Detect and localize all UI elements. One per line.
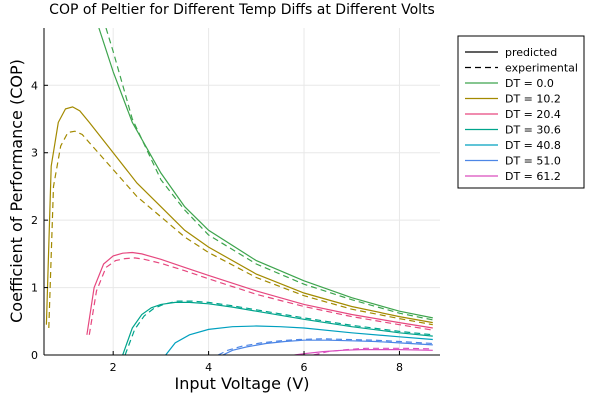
legend-label: DT = 61.2: [505, 170, 561, 183]
legend-label: experimental: [505, 62, 578, 75]
x-tick-label: 2: [110, 361, 117, 374]
y-tick-label: 1: [31, 282, 38, 295]
legend-label: DT = 0.0: [505, 77, 554, 90]
legend-label: DT = 30.6: [505, 124, 561, 137]
series-line-experimental: [124, 300, 433, 355]
legend-label: DT = 40.8: [505, 139, 561, 152]
series-line-predicted: [86, 251, 433, 335]
x-tick-label: 6: [301, 361, 308, 374]
legend-label: DT = 10.2: [505, 93, 561, 106]
chart-title: COP of Peltier for Different Temp Diffs …: [49, 2, 435, 18]
x-tick-label: 8: [396, 361, 403, 374]
legend-frame: [457, 35, 585, 189]
legend-label: DT = 51.0: [505, 155, 561, 168]
x-tick-label: 4: [205, 361, 212, 374]
series-line-experimental: [313, 347, 433, 355]
y-tick-label: 2: [31, 214, 38, 227]
plot-area: [43, 28, 440, 356]
y-axis-title: Coefficient of Performance (COP): [7, 59, 26, 323]
series-line-predicted: [165, 325, 433, 355]
legend-label: predicted: [505, 46, 557, 59]
series-line-predicted: [45, 106, 433, 325]
series-line-predicted: [98, 28, 433, 319]
series-line-predicted: [222, 339, 433, 355]
series-layer: [45, 28, 433, 355]
y-ticks: 0 1 2 3 4: [31, 79, 48, 362]
y-tick-label: 4: [31, 79, 38, 92]
y-tick-label: 3: [31, 147, 38, 160]
series-line-experimental: [88, 257, 433, 335]
x-ticks: 2 4 6 8: [110, 351, 403, 374]
series-line-predicted: [122, 301, 433, 355]
grid: [44, 28, 440, 356]
series-line-experimental: [48, 130, 433, 329]
series-line-experimental: [105, 28, 433, 321]
legend-label: DT = 20.4: [505, 108, 561, 121]
series-line-predicted: [294, 349, 433, 355]
legend: predicted experimental DT = 0.0 DT = 10.2 DT…: [457, 35, 585, 189]
x-axis-title: Input Voltage (V): [174, 374, 309, 393]
series-line-experimental: [217, 338, 433, 355]
y-tick-label: 0: [31, 349, 38, 362]
